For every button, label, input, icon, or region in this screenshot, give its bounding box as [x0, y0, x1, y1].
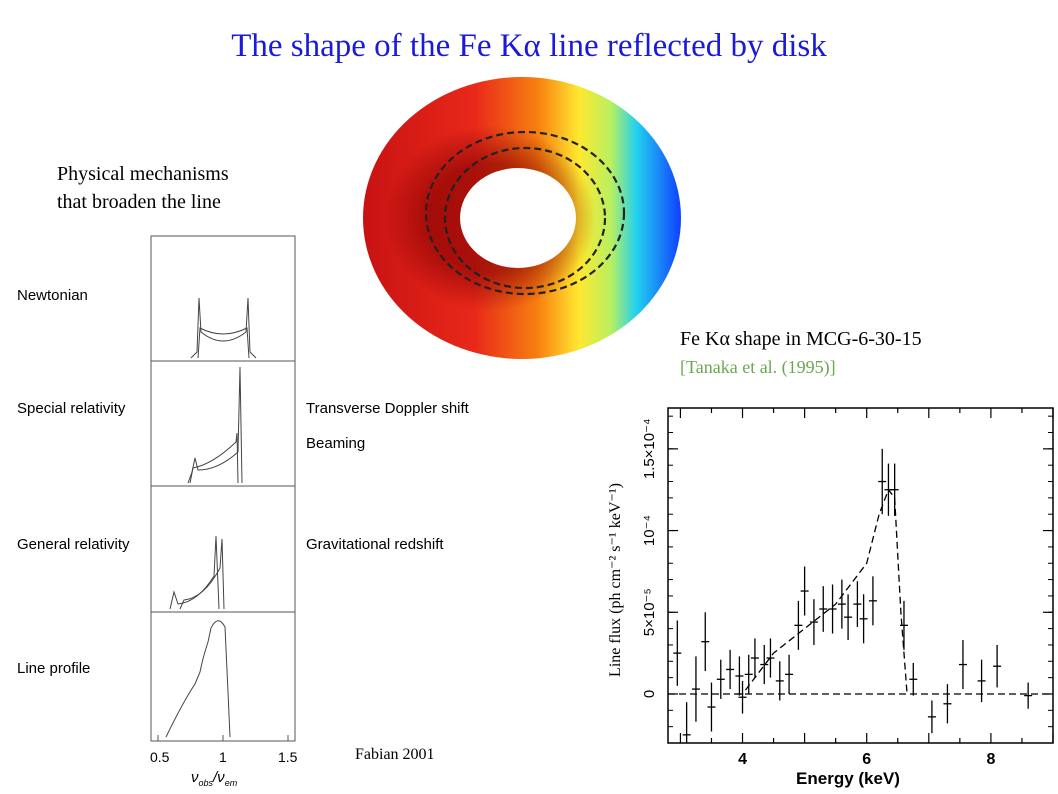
data-point — [735, 656, 744, 696]
data-point — [943, 684, 952, 724]
data-point — [800, 566, 809, 616]
x-axis-title: Energy (keV) — [796, 769, 900, 788]
data-point — [760, 644, 769, 685]
model-line — [736, 488, 908, 695]
x-tick-0.5: 0.5 — [150, 749, 170, 765]
data-point — [844, 594, 853, 641]
broadening-panels: Newtonian Special relativity General rel… — [17, 235, 470, 788]
panel-label-profile: Line profile — [17, 660, 90, 677]
data-point — [707, 682, 716, 732]
general-profile-2 — [179, 538, 225, 610]
data-point — [673, 620, 682, 686]
data-point — [890, 463, 899, 516]
special-profile — [187, 366, 243, 484]
data-point — [750, 638, 759, 678]
data-point — [868, 576, 877, 626]
data-point — [819, 586, 828, 632]
data-point — [958, 640, 967, 690]
fe-line-chart: 0 5×10⁻⁵ 10⁻⁴ 1.5×10⁻⁴ 4 6 8 Energy (keV) Lin… — [607, 407, 1054, 788]
data-point — [909, 662, 918, 696]
data-point — [744, 654, 753, 694]
panel-label-special: Special relativity — [17, 400, 126, 417]
data-point — [701, 612, 710, 672]
left-caption-line1: Physical mechanisms — [57, 163, 229, 185]
disk-dashed-ring-inner — [443, 146, 607, 290]
data-point — [726, 649, 735, 690]
y-tick-label: 1.5×10⁻⁴ — [641, 419, 658, 480]
x-tick-label: 8 — [986, 751, 995, 768]
data-point — [691, 656, 700, 722]
x-tick-label: 4 — [738, 751, 747, 768]
y-tick-label: 5×10⁻⁵ — [641, 588, 658, 636]
left-caption-line2: that broaden the line — [57, 191, 221, 213]
data-point — [899, 600, 908, 650]
side-label-gravitational: Gravitational redshift — [306, 536, 444, 553]
data-point — [682, 702, 691, 743]
data-point — [785, 654, 794, 694]
panel-label-newtonian: Newtonian — [17, 287, 88, 304]
panels-frame — [150, 235, 296, 742]
data-point — [809, 599, 818, 645]
fe-caption: Fe Kα shape in MCG-6-30-15 — [680, 328, 922, 350]
data-point — [837, 579, 846, 629]
line-profile-curve — [165, 620, 231, 738]
accretion-disk-image — [363, 77, 681, 359]
data-point — [775, 661, 784, 701]
data-point — [977, 659, 986, 703]
fe-citation: [Tanaka et al. (1995)] — [680, 357, 836, 377]
data-point — [878, 448, 887, 515]
data-point — [716, 659, 725, 699]
page-title: The shape of the Fe Kα line reflected by… — [231, 28, 827, 64]
side-label-transverse: Transverse Doppler shift — [306, 400, 470, 417]
y-tick-label: 10⁻⁴ — [641, 515, 658, 546]
data-point — [828, 584, 837, 634]
panel-label-general: General relativity — [17, 536, 130, 553]
data-point — [766, 638, 775, 678]
newtonian-profile-2 — [197, 327, 250, 359]
data-point — [993, 644, 1002, 688]
left-caption: Physical mechanisms that broaden the lin… — [57, 160, 229, 216]
credit: Fabian 2001 — [355, 746, 435, 763]
disk-dashed-ring-outer — [424, 130, 626, 296]
data-point — [1024, 682, 1033, 709]
y-tick-label: 0 — [641, 690, 658, 698]
y-axis-title: Line flux (ph cm⁻² s⁻¹ keV⁻¹) — [607, 483, 624, 677]
data-point — [738, 680, 747, 714]
data-point — [853, 581, 862, 627]
data-point — [794, 600, 803, 650]
newtonian-profile — [190, 297, 257, 359]
panels-x-axis — [157, 735, 289, 741]
x-tick-1.5: 1.5 — [278, 749, 298, 765]
plot-frame — [667, 407, 1054, 744]
data-point — [927, 700, 936, 734]
x-tick-label: 6 — [862, 751, 871, 768]
x-tick-1: 1 — [219, 749, 227, 765]
data-point — [859, 594, 868, 644]
special-profile-2 — [189, 432, 239, 484]
side-label-beaming: Beaming — [306, 435, 365, 452]
